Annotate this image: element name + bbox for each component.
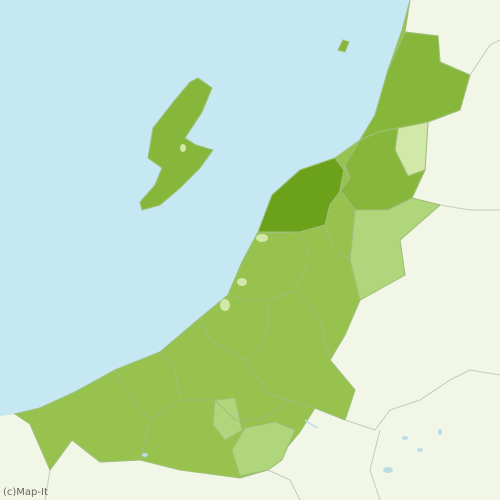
lakes	[180, 144, 268, 311]
sado-island[interactable]	[139, 77, 214, 211]
neighbor-border	[439, 204, 500, 211]
border-line	[244, 299, 271, 361]
lake	[142, 453, 148, 457]
awashima-island[interactable]	[337, 39, 350, 53]
outside-water	[142, 419, 442, 473]
lake	[180, 144, 186, 152]
river	[304, 419, 319, 429]
lake	[438, 429, 442, 435]
copyright-label: (c)Map-It	[3, 487, 48, 498]
border-line	[394, 127, 426, 177]
lake	[402, 436, 408, 440]
neighbor-border	[267, 469, 301, 500]
neighbor-border	[344, 369, 500, 431]
border-line	[324, 224, 351, 261]
neighbor-border	[44, 469, 51, 500]
border-line	[114, 369, 151, 421]
border-line	[294, 289, 331, 361]
border-line	[359, 121, 429, 141]
lake	[220, 299, 230, 311]
border-line	[159, 351, 181, 401]
border-line	[227, 231, 311, 301]
neighbor-borders	[44, 39, 500, 500]
neighbor-border	[469, 39, 500, 76]
neighbor-border	[369, 429, 381, 500]
lake	[417, 448, 423, 452]
region-east[interactable]	[349, 197, 442, 301]
lake	[256, 234, 268, 242]
sea	[0, 0, 410, 416]
municipal-borders	[114, 121, 429, 461]
region-south-small[interactable]	[212, 397, 243, 441]
lake	[237, 278, 247, 286]
border-line	[258, 157, 351, 233]
border-line	[199, 317, 316, 409]
lake	[383, 467, 393, 473]
region-south[interactable]	[231, 421, 296, 477]
